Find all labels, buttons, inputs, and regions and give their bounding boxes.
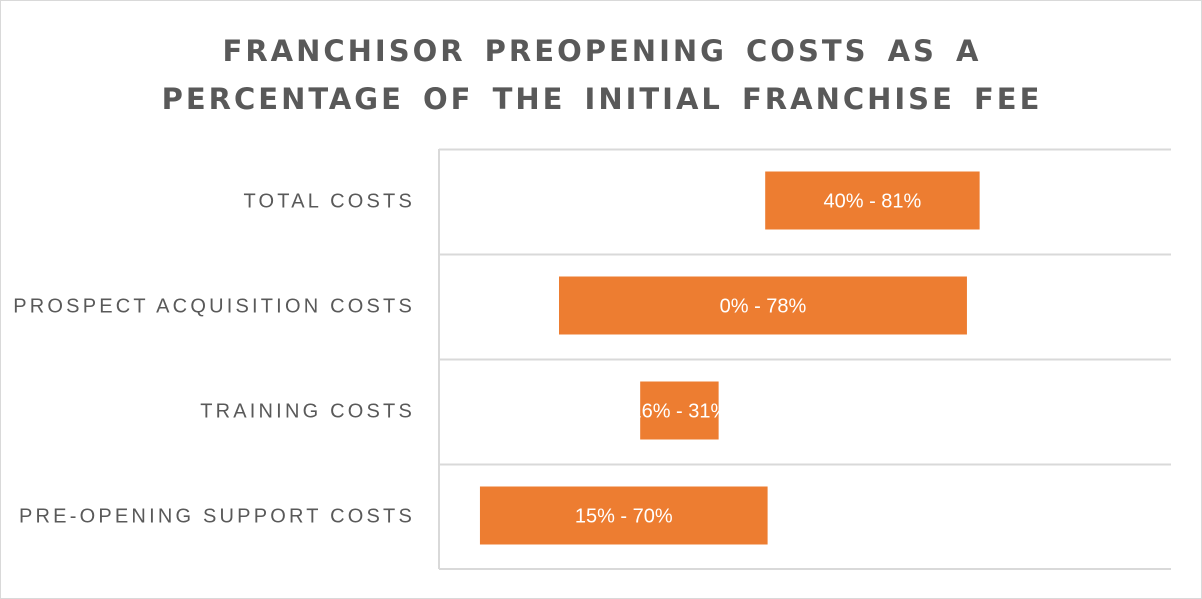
- category-label: TRAINING COSTS: [200, 401, 415, 423]
- chart-title-line-1: FRANCHISOR PREOPENING COSTS AS A: [222, 34, 982, 68]
- category-label: TOTAL COSTS: [243, 191, 415, 213]
- category-label: PROSPECT ACQUISITION COSTS: [13, 296, 415, 318]
- bar: [559, 276, 967, 335]
- bar-data-label: 40% - 81%: [823, 191, 921, 213]
- bar-data-label: 0% - 78%: [720, 296, 807, 318]
- bar: [765, 171, 980, 230]
- chart-title-line-2: PERCENTAGE OF THE INITIAL FRANCHISE FEE: [161, 82, 1043, 116]
- category-label: PRE-OPENING SUPPORT COSTS: [19, 506, 415, 528]
- bar-data-label: 15% - 70%: [575, 506, 673, 528]
- bar-data-label: 16% - 31%: [630, 401, 728, 423]
- bar: [640, 381, 719, 440]
- chart-title: FRANCHISOR PREOPENING COSTS AS A PERCENT…: [1, 27, 1202, 123]
- bar: [479, 486, 768, 545]
